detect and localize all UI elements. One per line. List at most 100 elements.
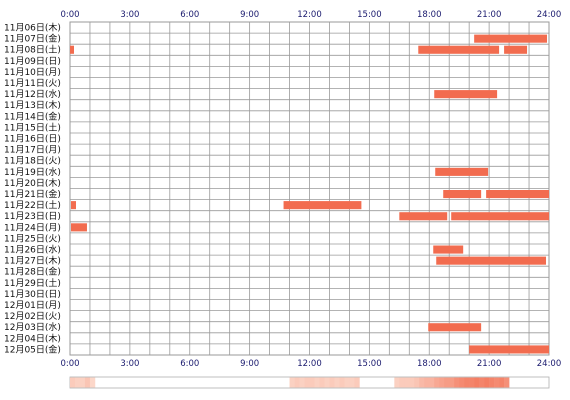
row-label: 11月23日(日) (4, 211, 61, 222)
strip-cell (489, 377, 495, 388)
strip-cell (334, 377, 340, 388)
row-label: 12月05日(金) (4, 343, 61, 355)
strip-cell (309, 377, 315, 388)
row-label: 11月08日(土) (4, 44, 61, 56)
row-label: 11月30日(日) (4, 289, 61, 300)
activity-bar (486, 190, 549, 199)
strip-cell (429, 377, 435, 388)
bottom-tick-label: 12:00 (297, 359, 322, 369)
top-tick-label: 6:00 (180, 10, 199, 20)
strip-cell (434, 377, 440, 388)
row-label: 12月01日(月) (4, 300, 61, 311)
strip-cell (464, 377, 470, 388)
strip-cell (339, 377, 345, 388)
bottom-tick-label: 15:00 (357, 359, 382, 369)
bottom-tick-label: 24:00 (537, 359, 562, 369)
bottom-axis-ticks: 0:00 3:00 6:00 9:00 12:00 15:00 18:00 21:00 24:0… (60, 359, 561, 369)
strip-cell (84, 377, 91, 388)
strip-cell (299, 377, 305, 388)
activity-bars (70, 34, 549, 354)
activity-bar (283, 201, 362, 210)
bottom-tick-label: 6:00 (180, 359, 199, 369)
row-label: 11月07日(金) (4, 33, 61, 45)
strip-cell (319, 377, 325, 388)
strip-cell (474, 377, 480, 388)
activity-bar (433, 245, 464, 254)
row-label: 11月18日(火) (4, 156, 61, 167)
activity-bar (469, 345, 549, 354)
strip-cell (409, 377, 415, 388)
row-label: 11月17日(月) (4, 145, 61, 156)
top-axis-ticks: 0:00 3:00 6:00 9:00 12:00 15:00 18:00 21:00 24:0… (60, 10, 561, 20)
activity-bar (436, 256, 547, 265)
bottom-tick-label: 0:00 (60, 359, 79, 369)
strip-cell (484, 377, 490, 388)
activity-bar (434, 90, 498, 99)
activity-bar (443, 190, 482, 199)
row-label: 12月02日(火) (4, 311, 61, 322)
strip-cell (294, 377, 300, 388)
row-label: 11月11日(火) (4, 78, 61, 89)
strip-cell (399, 377, 405, 388)
bottom-tick-label: 18:00 (417, 359, 442, 369)
row-label: 11月27日(木) (4, 255, 61, 267)
row-label: 11月28日(金) (4, 266, 61, 278)
strip-cell (499, 377, 505, 388)
row-label: 11月21日(金) (4, 188, 61, 200)
activity-bar (474, 34, 548, 43)
strip-cell (479, 377, 485, 388)
strip-cell (349, 377, 355, 388)
top-tick-label: 15:00 (357, 10, 382, 20)
activity-bar (70, 45, 74, 54)
row-label: 11月26日(水) (4, 244, 61, 256)
row-label: 12月03日(水) (4, 321, 61, 333)
strip-cell (344, 377, 350, 388)
strip-cell (89, 377, 96, 388)
row-label: 11月13日(木) (4, 99, 61, 111)
strip-cell (414, 377, 420, 388)
activity-bar (418, 45, 500, 54)
strip-cell (394, 377, 400, 388)
row-label: 11月20日(木) (4, 177, 61, 189)
strip-cell (424, 377, 430, 388)
top-tick-label: 18:00 (417, 10, 442, 20)
strip-cell (354, 377, 360, 388)
row-label: 12月04日(木) (4, 332, 61, 344)
activity-bar (70, 223, 87, 232)
top-tick-label: 12:00 (297, 10, 322, 20)
strip-cell (404, 377, 410, 388)
strip-cell (454, 377, 460, 388)
strip-cell (304, 377, 310, 388)
row-label: 11月09日(日) (4, 56, 61, 67)
activity-bar (428, 323, 482, 332)
row-label: 11月06日(木) (4, 22, 61, 34)
row-labels: 11月06日(木)11月07日(金)11月08日(土)11月09日(日)11月1… (4, 22, 61, 356)
bottom-tick-label: 3:00 (120, 359, 139, 369)
grid (69, 21, 550, 356)
strip-cell (329, 377, 335, 388)
row-label: 11月19日(水) (4, 166, 61, 178)
row-label: 11月25日(火) (4, 233, 61, 244)
row-label: 11月22日(土) (4, 199, 61, 211)
bottom-tick-label: 9:00 (240, 359, 259, 369)
top-tick-label: 3:00 (120, 10, 139, 20)
row-label: 11月10日(月) (4, 67, 61, 78)
strip-cell (74, 377, 81, 388)
row-label: 11月24日(月) (4, 222, 61, 233)
strip-cell (314, 377, 320, 388)
activity-bar (451, 212, 549, 221)
strip-cell (79, 377, 86, 388)
top-tick-label: 0:00 (60, 10, 79, 20)
summary-heat-strip (69, 376, 550, 389)
strip-cell (444, 377, 450, 388)
top-tick-label: 21:00 (477, 10, 502, 20)
strip-cell (70, 377, 76, 388)
strip-cell (439, 377, 445, 388)
activity-bar (504, 45, 528, 54)
row-label: 11月16日(日) (4, 134, 61, 145)
row-label: 11月12日(水) (4, 88, 61, 100)
top-tick-label: 24:00 (537, 10, 562, 20)
bottom-tick-label: 21:00 (477, 359, 502, 369)
strip-cell (419, 377, 425, 388)
